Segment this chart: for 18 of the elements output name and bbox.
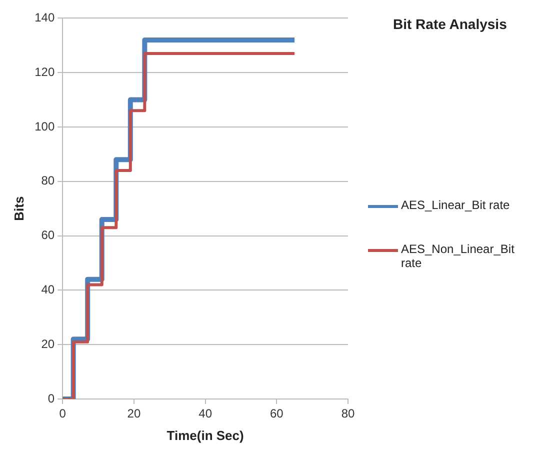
y-tick-label: 60	[41, 228, 55, 242]
y-tick-label: 40	[41, 282, 55, 297]
legend-label: AES_Linear_Bit rate	[401, 198, 510, 212]
y-tick-label: 80	[41, 174, 55, 188]
x-axis-title: Time(in Sec)	[166, 428, 244, 443]
y-tick-label: 100	[34, 119, 55, 134]
x-tick-label: 60	[270, 406, 284, 421]
y-tick-label: 20	[41, 336, 55, 351]
x-tick-label: 20	[127, 406, 141, 421]
legend-label: AES_Non_Linear_Bit rate	[401, 242, 516, 270]
x-tick-label: 40	[198, 406, 212, 421]
text: Bit Rate Analysis	[393, 16, 507, 32]
y-tick-label: 140	[34, 10, 55, 25]
x-tick-label: 80	[341, 406, 355, 421]
y-tick-label: 120	[34, 64, 55, 79]
y-tick-label: 0	[48, 391, 55, 406]
y-axis-title: Bits	[11, 196, 26, 221]
x-tick-label: 0	[59, 406, 66, 421]
